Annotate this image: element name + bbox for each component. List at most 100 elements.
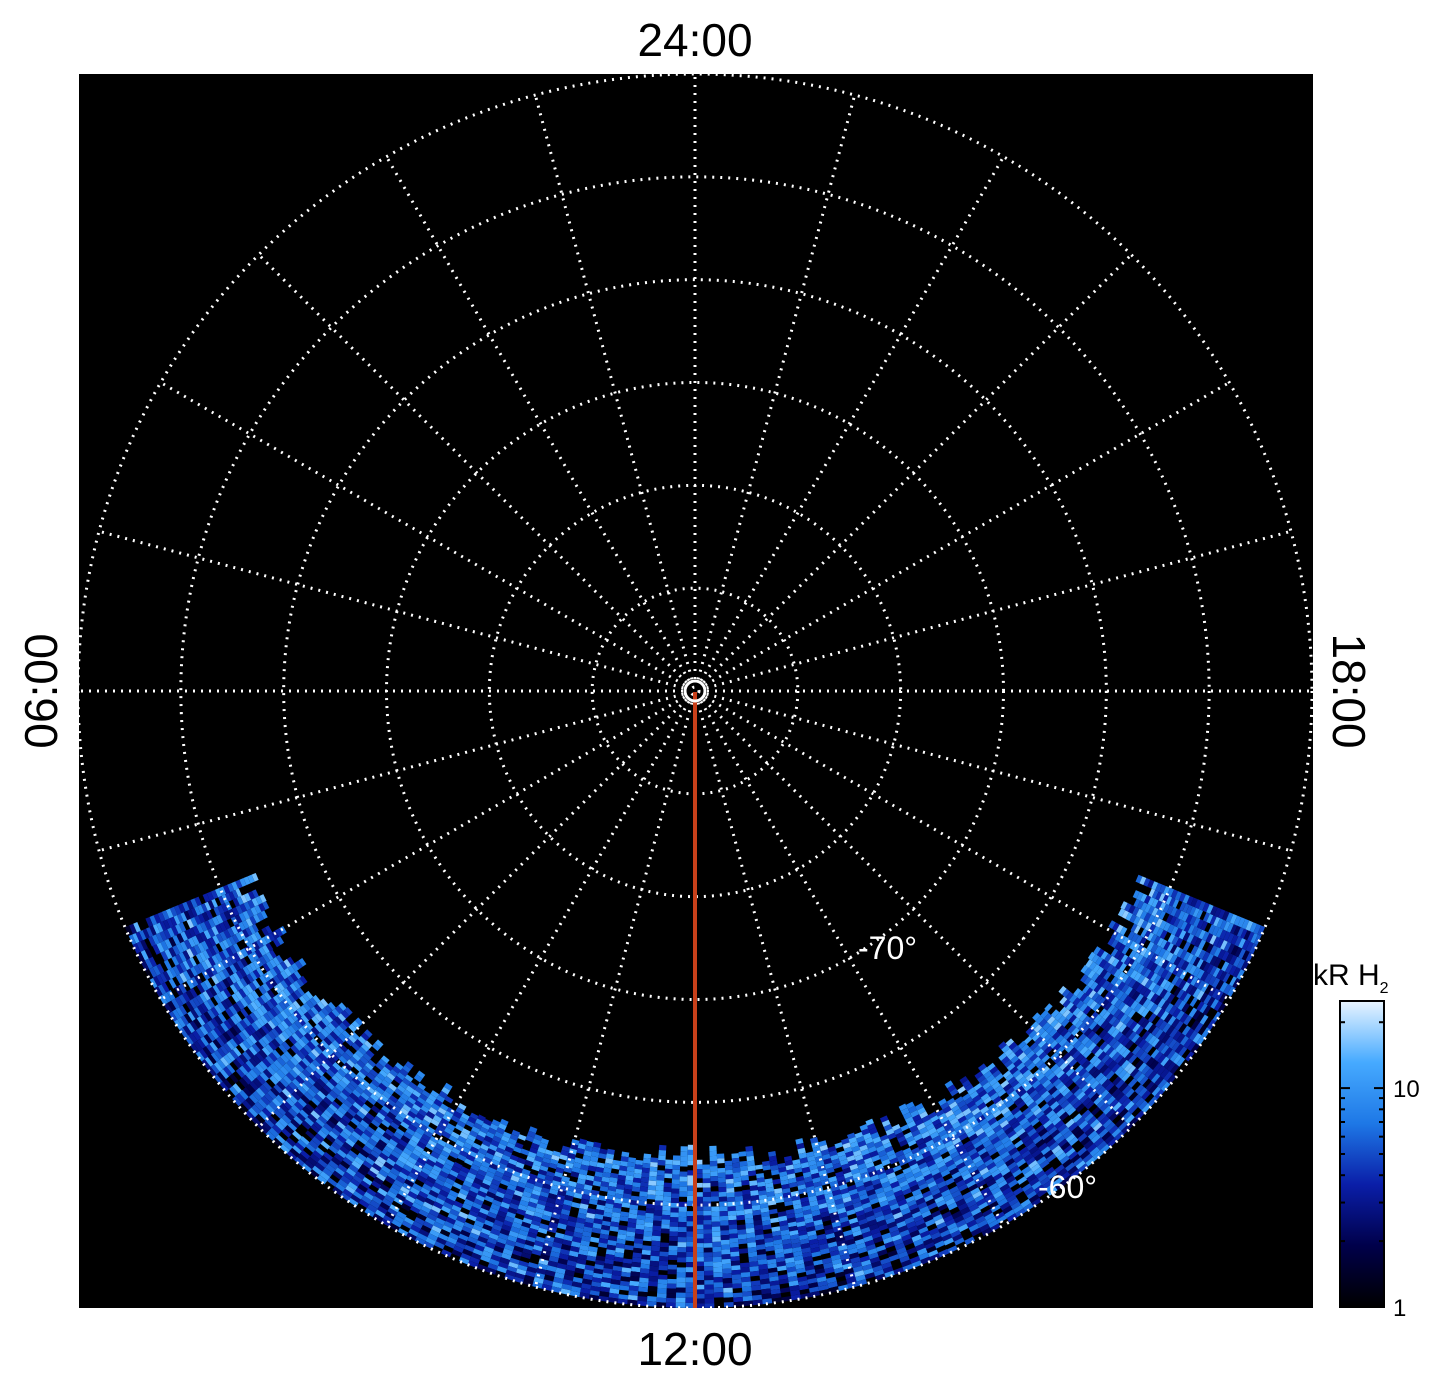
emission-cell (989, 1066, 999, 1075)
emission-cell (1215, 990, 1224, 1001)
emission-cell (328, 1089, 339, 1100)
emission-cell (276, 972, 285, 982)
emission-cell (1007, 1161, 1018, 1171)
emission-cell (672, 1160, 681, 1166)
emission-cell (262, 944, 270, 954)
emission-cell (480, 1160, 491, 1169)
emission-cell (184, 1035, 194, 1046)
emission-cell (529, 1147, 538, 1154)
emission-cell (828, 1206, 838, 1214)
emission-cell (437, 1138, 447, 1147)
emission-cell (217, 1012, 227, 1023)
emission-cell (1027, 1101, 1038, 1110)
emission-cell (1147, 879, 1155, 889)
emission-cell (1148, 1083, 1158, 1094)
emission-cell (1114, 1091, 1125, 1102)
emission-cell (420, 1224, 432, 1234)
emission-cell (990, 1223, 1001, 1232)
emission-cell (1194, 937, 1203, 948)
emission-cell (142, 928, 150, 939)
emission-cell (598, 1242, 608, 1249)
emission-cell (151, 934, 160, 945)
emission-cell (1155, 1018, 1164, 1028)
emission-cell (571, 1281, 583, 1288)
emission-cell (881, 1158, 891, 1167)
emission-cell (703, 1261, 714, 1267)
emission-cell (1191, 926, 1199, 936)
emission-cell (1092, 1150, 1104, 1161)
emission-cell (163, 1002, 173, 1014)
emission-cell (279, 1143, 290, 1154)
emission-cell (672, 1155, 681, 1161)
emission-cell (245, 1110, 255, 1121)
emission-cell (883, 1142, 892, 1149)
emission-cell (1087, 1115, 1097, 1126)
emission-cell (1171, 1018, 1180, 1029)
emission-cell (280, 1020, 289, 1030)
emission-cell (336, 1046, 345, 1056)
emission-cell (1129, 969, 1139, 980)
emission-cell (894, 1216, 905, 1224)
emission-cell (1209, 955, 1218, 966)
emission-cell (634, 1233, 644, 1240)
emission-cell (745, 1227, 755, 1234)
emission-cell (766, 1254, 776, 1261)
emission-cell (1058, 1138, 1068, 1148)
emission-cell (654, 1195, 664, 1201)
emission-cell (1003, 1059, 1013, 1068)
emission-cell (921, 1234, 932, 1242)
emission-cell (210, 1064, 220, 1075)
emission-cell (805, 1151, 815, 1158)
emission-cell (649, 1260, 660, 1267)
emission-cell (570, 1171, 580, 1178)
emission-cell (245, 1096, 256, 1108)
emission-cell (242, 1017, 252, 1027)
emission-cell (873, 1269, 885, 1277)
emission-cell (444, 1110, 454, 1119)
emission-cell (463, 1142, 473, 1150)
emission-cell (717, 1172, 726, 1178)
emission-cell (1212, 1011, 1222, 1022)
emission-cell (296, 1007, 305, 1017)
emission-cell (641, 1172, 650, 1178)
emission-cell (196, 1038, 206, 1049)
emission-cell (522, 1217, 533, 1225)
emission-cell (1025, 1156, 1036, 1166)
emission-cell (1121, 1124, 1132, 1135)
emission-cell (1173, 917, 1181, 928)
emission-cell (930, 1231, 942, 1240)
emission-cell (1018, 1131, 1029, 1141)
emission-cell (315, 1147, 325, 1157)
emission-cell (573, 1192, 583, 1200)
emission-cell (896, 1220, 907, 1229)
emission-cell (333, 1124, 344, 1134)
emission-cell (943, 1193, 954, 1202)
emission-cell (851, 1197, 861, 1205)
emission-cell (1128, 949, 1137, 959)
emission-cell (190, 898, 198, 908)
emission-cell (390, 1150, 401, 1159)
emission-cell (259, 894, 267, 903)
emission-cell (381, 1066, 391, 1075)
emission-cell (1140, 966, 1149, 976)
emission-cell (385, 1211, 396, 1220)
emission-cell (1186, 933, 1195, 944)
emission-cell (1043, 1068, 1053, 1078)
emission-cell (369, 1199, 381, 1209)
emission-cell (581, 1283, 592, 1290)
emission-cell (982, 1139, 993, 1149)
emission-cell (1121, 983, 1130, 993)
emission-cell (262, 1081, 273, 1092)
emission-cell (576, 1258, 587, 1265)
emission-cell (713, 1271, 723, 1278)
emission-cell (287, 1107, 298, 1118)
emission-cell (1118, 1121, 1129, 1131)
emission-cell (658, 1154, 666, 1161)
emission-cell (172, 965, 181, 976)
emission-cell (276, 963, 285, 973)
emission-cell (344, 1111, 354, 1121)
emission-cell (490, 1228, 501, 1236)
emission-cell (664, 1173, 673, 1179)
emission-cell (815, 1272, 826, 1279)
emission-cell (1135, 1048, 1145, 1059)
